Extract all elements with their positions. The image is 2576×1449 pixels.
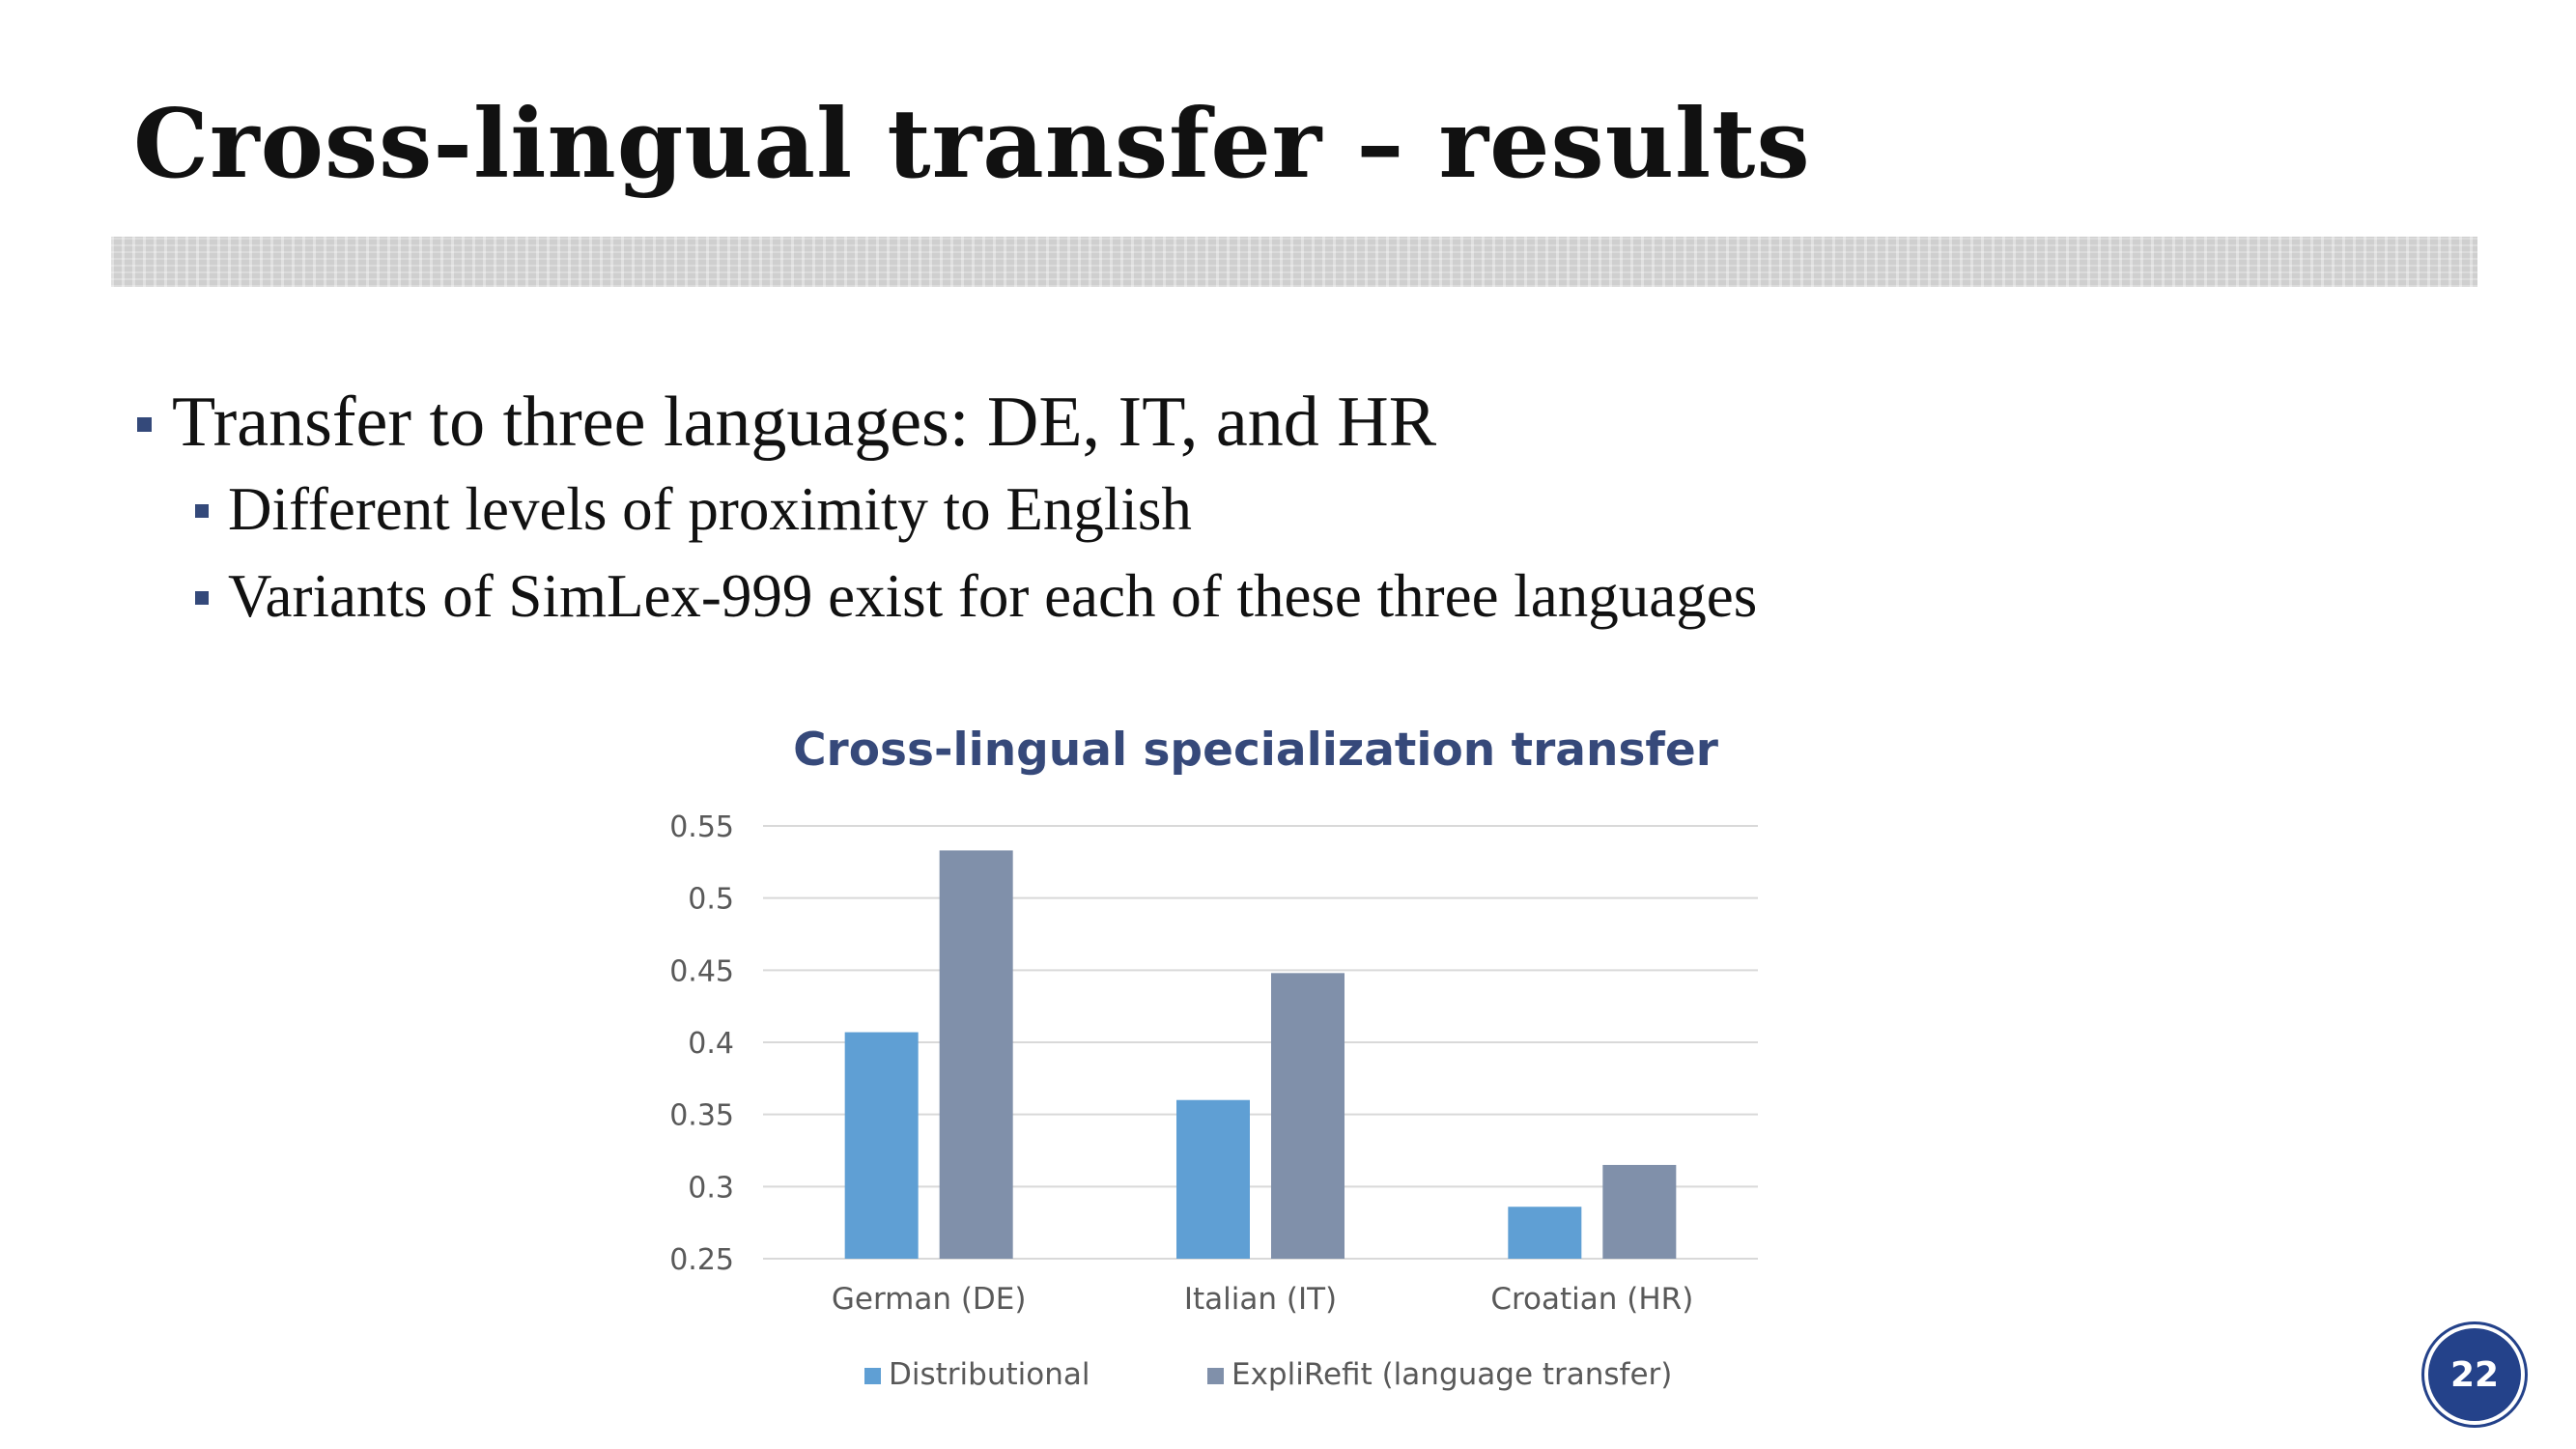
bar-distributional-0 [844, 1032, 919, 1259]
y-tick-label: 0.35 [669, 1099, 734, 1133]
sub-bullet-text: Variants of SimLex-999 exist for each of… [228, 562, 1758, 630]
bullet-square-icon [195, 591, 209, 605]
sub-bullet-item: Variants of SimLex-999 exist for each of… [135, 553, 1757, 639]
chart-legend: Distributional ExpliRefit (language trans… [864, 1357, 1672, 1392]
bullet-list: Transfer to three languages: DE, IT, and… [135, 379, 1757, 639]
legend-swatch [864, 1368, 881, 1384]
bar-explirefit-2 [1602, 1164, 1677, 1259]
x-category-label: Italian (IT) [1184, 1282, 1337, 1317]
bullet-square-icon [137, 417, 152, 432]
bar-distributional-2 [1508, 1207, 1582, 1259]
y-axis-tick-labels: 0.25 0.3 0.35 0.4 0.45 0.5 0.55 [669, 810, 734, 1277]
y-tick-label: 0.5 [688, 883, 734, 917]
page-number-badge: 22 [2428, 1328, 2521, 1421]
bar-explirefit-0 [939, 850, 1013, 1259]
legend-label: Distributional [889, 1357, 1090, 1392]
y-tick-label: 0.25 [669, 1243, 734, 1277]
bar-chart: Cross-lingual specialization transfer 0.… [669, 724, 1758, 1392]
chart-title: Cross-lingual specialization transfer [793, 724, 1719, 777]
slide-title: Cross-lingual transfer – results [133, 89, 1811, 200]
y-tick-label: 0.45 [669, 954, 734, 988]
bullet-item: Transfer to three languages: DE, IT, and… [135, 379, 1757, 466]
sub-bullet-item: Different levels of proximity to English [135, 466, 1757, 553]
bullet-text: Transfer to three languages: DE, IT, and… [172, 383, 1437, 462]
bar-explirefit-1 [1271, 973, 1345, 1259]
x-axis-category-labels: German (DE) Italian (IT) Croatian (HR) [832, 1282, 1693, 1317]
x-category-label: Croatian (HR) [1490, 1282, 1693, 1317]
x-category-label: German (DE) [832, 1282, 1027, 1317]
sub-bullet-text: Different levels of proximity to English [228, 475, 1192, 543]
chart-bars [844, 850, 1677, 1259]
y-tick-label: 0.4 [688, 1027, 734, 1061]
chart-grid [763, 825, 1758, 1260]
legend-label: ExpliRefit (language transfer) [1231, 1357, 1672, 1392]
y-tick-label: 0.55 [669, 810, 734, 844]
bar-distributional-1 [1176, 1099, 1250, 1259]
y-tick-label: 0.3 [688, 1171, 734, 1205]
legend-swatch [1207, 1368, 1224, 1384]
title-divider-texture [111, 237, 2477, 287]
bullet-square-icon [195, 504, 209, 518]
